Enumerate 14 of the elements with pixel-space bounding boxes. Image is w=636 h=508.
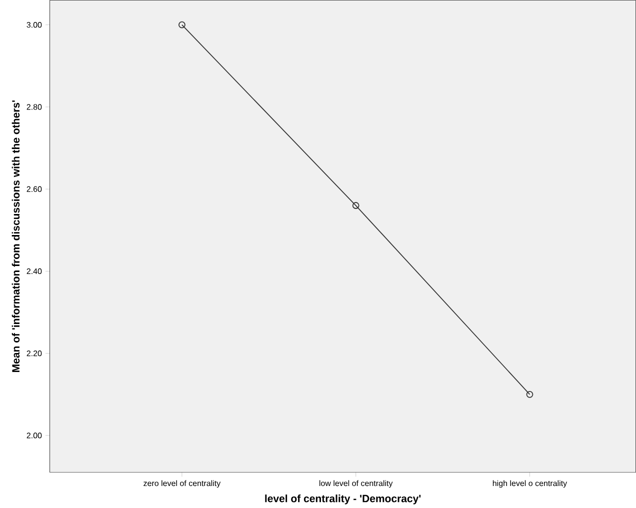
x-tick-label: high level o centrality (492, 480, 568, 488)
y-tick-label: 2.80 (26, 104, 42, 110)
y-tick-label: 3.00 (26, 22, 42, 28)
x-axis-title: level of centrality - 'Democracy' (265, 494, 421, 504)
point (178, 22, 186, 28)
y-axis-title: Mean of 'information from discussions with the others' (12, 100, 20, 372)
point (526, 391, 534, 398)
y-tick-label: 2.00 (26, 432, 42, 438)
point (352, 202, 360, 210)
y-tick-label: 2.60 (26, 186, 42, 192)
x-tick-label: zero level of centrality (144, 480, 221, 488)
y-tick-label: 2.40 (26, 268, 42, 274)
x-tick-label: low level of centrality (319, 480, 393, 488)
y-tick-label: 2.20 (26, 350, 42, 356)
